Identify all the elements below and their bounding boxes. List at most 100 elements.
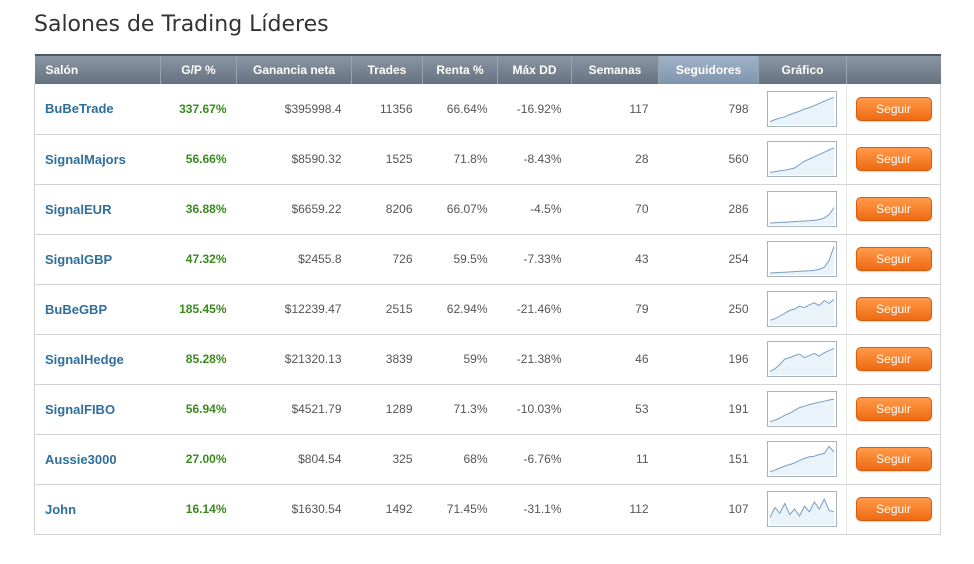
renta-cell: 71.3% <box>422 384 498 435</box>
sparkline-svg <box>770 207 835 225</box>
ganancia-cell: $4521.79 <box>236 384 352 435</box>
sparkline-line <box>770 347 835 373</box>
sparkline-area <box>770 399 835 425</box>
trades-cell: 3839 <box>351 334 423 385</box>
table-row: Aussie3000 27.00% $804.54 325 68% -6.76%… <box>34 434 941 485</box>
col-header-semanas[interactable]: Semanas <box>571 54 659 84</box>
performance-sparkline[interactable] <box>767 341 838 377</box>
salon-link[interactable]: SignalGBP <box>45 251 113 267</box>
performance-sparkline[interactable] <box>767 141 838 177</box>
sparkline-line <box>770 246 835 274</box>
col-header-gp[interactable]: G/P % <box>160 54 237 84</box>
performance-sparkline[interactable] <box>767 441 838 477</box>
salon-link[interactable]: BuBeTrade <box>45 101 114 117</box>
follow-button[interactable]: Seguir <box>855 347 932 371</box>
seguidores-cell: 798 <box>658 84 759 135</box>
col-header-ganancia[interactable]: Ganancia neta <box>236 54 352 84</box>
col-header-renta[interactable]: Renta % <box>422 54 498 84</box>
table-row: SignalFIBO 56.94% $4521.79 1289 71.3% -1… <box>34 384 941 435</box>
renta-cell: 62.94% <box>422 284 498 335</box>
sparkline-line <box>770 96 835 122</box>
salon-link[interactable]: John <box>45 501 77 517</box>
maxdd-cell: -8.43% <box>497 134 572 185</box>
col-header-salon[interactable]: Salón <box>34 54 161 84</box>
sparkline-svg <box>770 398 835 425</box>
action-cell: Seguir <box>846 334 941 385</box>
maxdd-cell: -16.92% <box>497 84 572 135</box>
semanas-cell: 70 <box>571 184 659 235</box>
action-cell: Seguir <box>846 234 941 285</box>
gp-cell: 85.28% <box>160 334 237 385</box>
maxdd-cell: -4.5% <box>497 184 572 235</box>
seguidores-cell: 560 <box>658 134 759 185</box>
gp-cell: 16.14% <box>160 484 237 535</box>
leaders-table-container: Salón G/P % Ganancia neta Trades Renta %… <box>34 54 941 535</box>
renta-cell: 66.64% <box>422 84 498 135</box>
seguidores-cell: 250 <box>658 284 759 335</box>
semanas-cell: 11 <box>571 434 659 485</box>
sparkline-line <box>770 298 835 321</box>
performance-sparkline[interactable] <box>767 491 838 527</box>
trades-cell: 726 <box>351 234 423 285</box>
action-cell: Seguir <box>846 384 941 435</box>
gp-cell: 185.45% <box>160 284 237 335</box>
performance-sparkline[interactable] <box>767 391 838 427</box>
salon-link[interactable]: SignalHedge <box>45 351 124 367</box>
table-row: BuBeTrade 337.67% $395998.4 11356 66.64%… <box>34 84 941 135</box>
gp-cell: 56.94% <box>160 384 237 435</box>
follow-button[interactable]: Seguir <box>855 447 932 471</box>
performance-sparkline[interactable] <box>767 90 838 127</box>
follow-button[interactable]: Seguir <box>855 197 932 221</box>
seguidores-cell: 151 <box>658 434 759 485</box>
follow-button[interactable]: Seguir <box>855 147 932 171</box>
renta-cell: 68% <box>422 434 498 485</box>
leaders-table: Salón G/P % Ganancia neta Trades Renta %… <box>34 54 941 535</box>
follow-button[interactable]: Seguir <box>855 247 932 271</box>
performance-sparkline[interactable] <box>767 191 838 227</box>
col-header-seguidores[interactable]: Seguidores <box>658 54 759 84</box>
table-body: BuBeTrade 337.67% $395998.4 11356 66.64%… <box>34 84 941 535</box>
sparkline-svg <box>770 298 835 325</box>
performance-sparkline[interactable] <box>767 291 838 327</box>
chart-cell <box>758 134 847 185</box>
chart-cell <box>758 234 847 285</box>
gp-cell: 47.32% <box>160 234 237 285</box>
salon-link[interactable]: SignalMajors <box>45 151 126 167</box>
maxdd-cell: -21.46% <box>497 284 572 335</box>
chart-cell <box>758 484 847 535</box>
maxdd-cell: -21.38% <box>497 334 572 385</box>
sparkline-area <box>770 299 835 325</box>
sparkline-svg <box>770 347 835 375</box>
ganancia-cell: $12239.47 <box>236 284 352 335</box>
salon-link[interactable]: SignalEUR <box>45 201 112 217</box>
renta-cell: 71.8% <box>422 134 498 185</box>
trades-cell: 2515 <box>351 284 423 335</box>
follow-button[interactable]: Seguir <box>855 397 932 421</box>
follow-button[interactable]: Seguir <box>855 497 932 521</box>
performance-sparkline[interactable] <box>767 241 838 277</box>
chart-cell <box>758 384 847 435</box>
maxdd-cell: -7.33% <box>497 234 572 285</box>
chart-cell <box>758 434 847 485</box>
ganancia-cell: $21320.13 <box>236 334 352 385</box>
salon-link[interactable]: SignalFIBO <box>45 401 116 417</box>
semanas-cell: 43 <box>571 234 659 285</box>
ganancia-cell: $804.54 <box>236 434 352 485</box>
gp-cell: 337.67% <box>160 84 237 135</box>
salon-link[interactable]: BuBeGBP <box>45 301 108 317</box>
salon-link[interactable]: Aussie3000 <box>45 451 117 467</box>
action-cell: Seguir <box>846 434 941 485</box>
table-row: SignalMajors 56.66% $8590.32 1525 71.8% … <box>34 134 941 185</box>
action-cell: Seguir <box>846 134 941 185</box>
follow-button[interactable]: Seguir <box>855 297 932 321</box>
col-header-maxdd[interactable]: Máx DD <box>497 54 572 84</box>
col-header-trades[interactable]: Trades <box>351 54 423 84</box>
maxdd-cell: -10.03% <box>497 384 572 435</box>
table-header-row: Salón G/P % Ganancia neta Trades Renta %… <box>34 54 941 84</box>
follow-button[interactable]: Seguir <box>855 96 932 121</box>
salon-cell: John <box>34 484 161 535</box>
sparkline-area <box>770 147 835 175</box>
sparkline-area <box>770 446 835 475</box>
salon-cell: BuBeGBP <box>34 284 161 335</box>
sparkline-svg <box>769 498 835 525</box>
